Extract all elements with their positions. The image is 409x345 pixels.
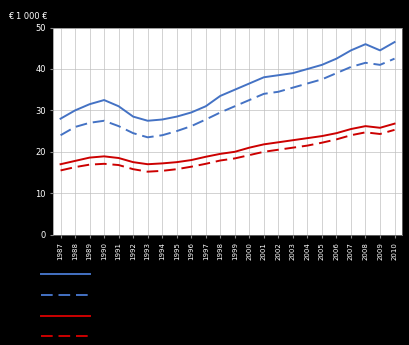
Text: € 1 000 €: € 1 000 € [8, 12, 47, 21]
